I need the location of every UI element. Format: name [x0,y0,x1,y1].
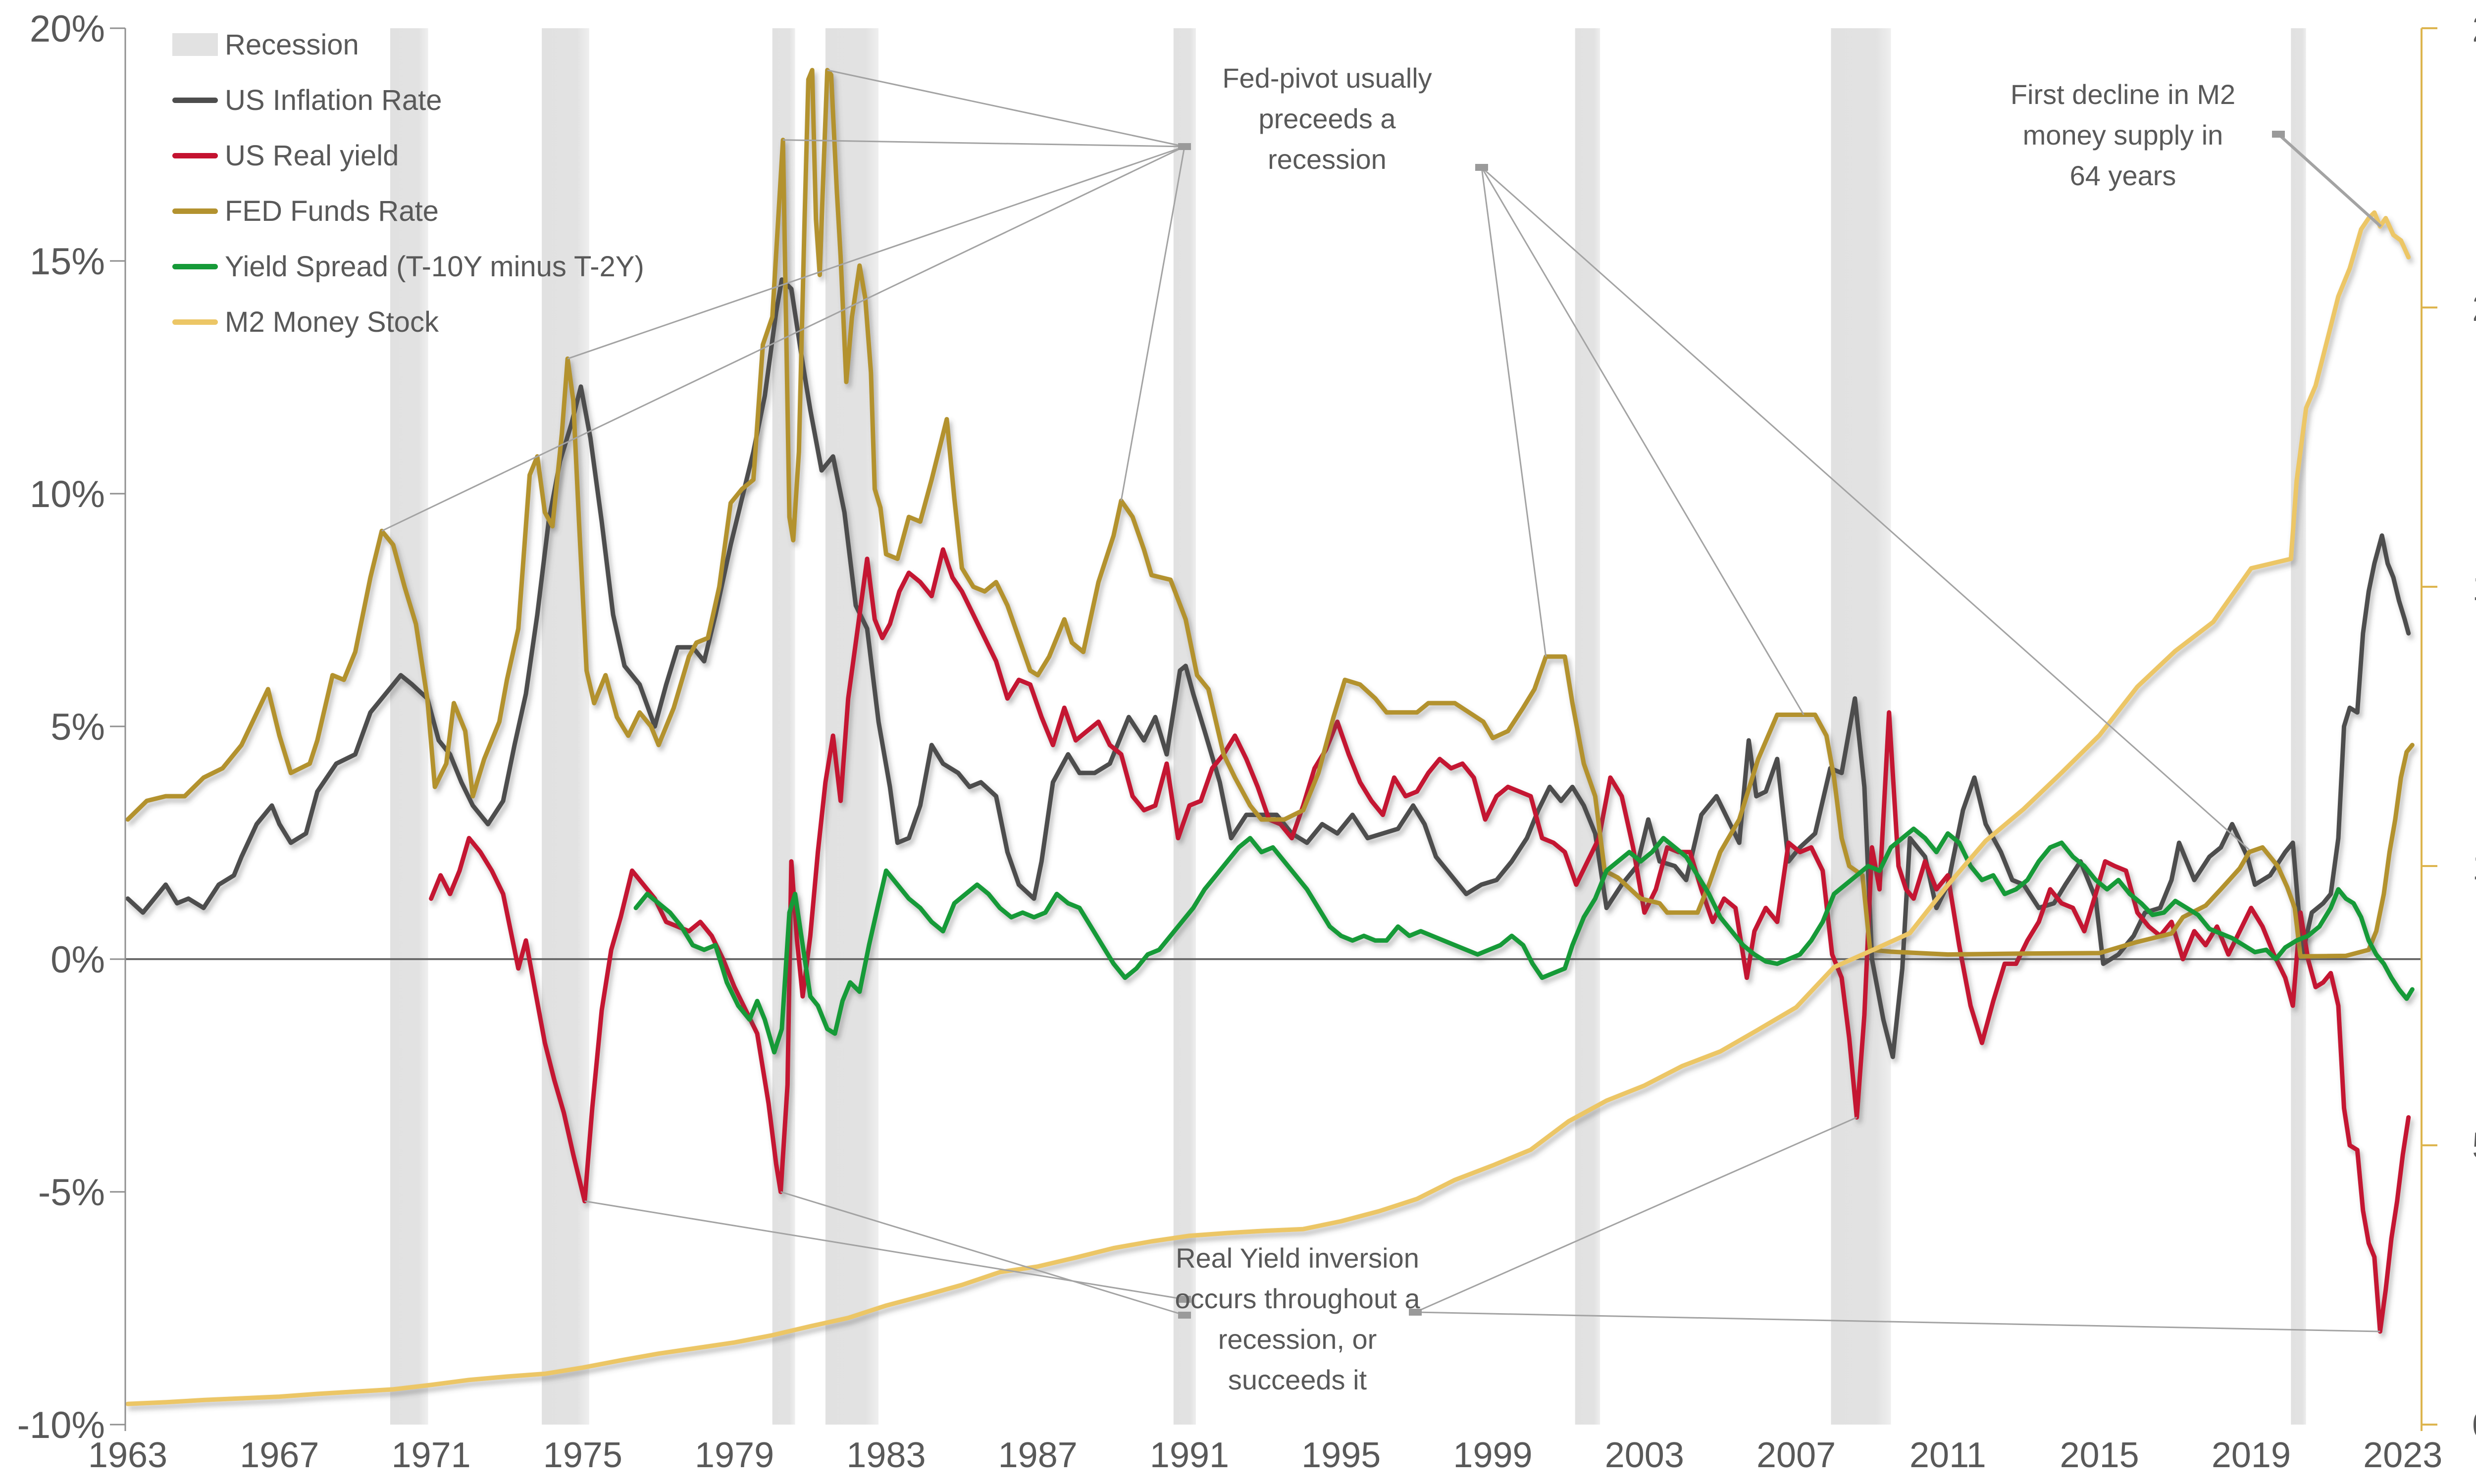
series-line-fed-funds-rate [125,68,2415,959]
annotation-real-yield-inversion: Real Yield inversion occurs throughout a… [1175,1242,1420,1395]
x-axis-label: 2023 [2363,1435,2442,1475]
legend-label: M2 Money Stock [225,306,439,338]
x-axis-label: 1999 [1453,1435,1532,1475]
legend-label: Yield Spread (T-10Y minus T-2Y) [225,250,644,283]
legend-label: Recession [225,28,359,61]
annotation-fed-pivot: Fed-pivot usually preceeds a recession [1222,62,1432,175]
left-axis-label: -10% [17,1404,105,1446]
left-axis: 20% 15% 10% 5% 0% -5% -10% [17,8,126,1446]
x-axis-label: 1991 [1150,1435,1229,1475]
legend-swatch-recession [172,33,218,56]
series-line-m2-money-stock [125,210,2411,1406]
leader-anchor-real-yield-inversion [1178,1296,1191,1303]
legend-item-fed-funds-rate: FED Funds Rate [172,183,644,239]
legend-item-us-inflation-rate: US Inflation Rate [172,72,644,128]
recession-band [1831,28,1891,1425]
series-line-us-inflation-rate [125,277,2411,1059]
annotation-m2-decline: First decline in M2 money supply in 64 y… [2010,79,2236,191]
x-axis-label: 2003 [1605,1435,1684,1475]
left-axis-label: 10% [30,473,105,515]
leader-lines [381,69,2382,1332]
legend-item-recession: Recession [172,17,644,72]
legend-item-m2-money-stock: M2 Money Stock [172,294,644,350]
legend-label: FED Funds Rate [225,195,439,227]
leader-line-fed-pivot [1120,146,1186,501]
right-axis-label: 25 [2472,8,2476,50]
leader-line-real-yield-inversion [780,1191,1185,1316]
leader-line-fed-pivot [1481,167,1805,716]
leader-line-fed-pivot [827,69,1185,148]
left-axis-label: 0% [51,939,105,981]
right-axis-label: 10 [2472,846,2476,888]
x-axis-label: 1967 [240,1435,319,1475]
x-axis-label: 2011 [1909,1435,1986,1475]
x-axis-label: 2019 [2212,1435,2291,1475]
series-layer [125,68,2415,1406]
recession-band [2291,28,2306,1425]
x-axis-label: 1963 [88,1435,167,1475]
recession-band [1173,28,1196,1425]
right-axis-label: 20 [2472,287,2476,329]
x-axis-label: 1987 [998,1435,1078,1475]
x-axis-label: 1995 [1301,1435,1381,1475]
leader-anchor-real-yield-inversion [1178,1312,1191,1319]
right-axis-label: 5 [2472,1125,2476,1167]
leader-line-fed-pivot [783,139,1185,148]
legend-label: US Real yield [225,139,399,172]
leader-line-fed-pivot [567,146,1185,359]
x-axis-label: 1971 [392,1435,471,1475]
left-axis-label: -5% [38,1172,105,1214]
x-axis: 1963 1967 1971 1975 1979 1983 1987 1991 1995 1999… [88,1435,2442,1475]
leader-anchor-fed-pivot [1178,143,1191,150]
leader-line-real-yield-inversion [584,1200,1185,1300]
legend: Recession US Inflation Rate US Real yield F… [172,17,644,350]
leader-line-m2-decline [2277,133,2382,228]
legend-swatch-us-inflation-rate [172,97,218,103]
legend-item-us-real-yield: US Real yield [172,128,644,183]
leader-anchor-fed-pivot [1475,164,1488,171]
legend-label: US Inflation Rate [225,84,442,116]
legend-swatch-fed-funds-rate [172,208,218,214]
recession-bands [390,28,2306,1425]
leader-anchor-real-yield-inversion [1409,1309,1422,1316]
series-line-us-real-yield [429,547,2411,1334]
left-axis-label: 15% [30,241,105,283]
right-axis-label: 15 [2472,566,2476,609]
leader-line-fed-pivot [1481,166,2250,851]
leader-anchor-m2-decline [2272,131,2285,138]
x-axis-label: 1979 [695,1435,774,1475]
leader-line-real-yield-inversion [1415,1311,2380,1332]
right-axis-label: 0 [2472,1404,2476,1446]
legend-item-yield-spread-t-10y-minus-t-2y: Yield Spread (T-10Y minus T-2Y) [172,239,644,294]
leader-line-real-yield-inversion [1415,1117,1857,1313]
left-axis-label: 5% [51,706,105,748]
recession-band [390,28,428,1425]
series-line-yield-spread-t-10y-minus-t-2y [633,826,2415,1055]
legend-swatch-yield-spread-t-10y-minus-t-2y [172,263,218,269]
x-axis-label: 1983 [846,1435,926,1475]
x-axis-label: 2015 [2060,1435,2139,1475]
leader-line-fed-pivot [1481,167,1547,657]
legend-swatch-us-real-yield [172,153,218,158]
x-axis-label: 2007 [1756,1435,1836,1475]
left-axis-label: 20% [30,8,105,50]
leader-line-fed-pivot [381,146,1185,532]
right-axis: 25 20 15 10 5 0 [2421,8,2476,1446]
recession-band [825,28,879,1425]
x-axis-label: 1975 [543,1435,622,1475]
legend-swatch-m2-money-stock [172,319,218,325]
